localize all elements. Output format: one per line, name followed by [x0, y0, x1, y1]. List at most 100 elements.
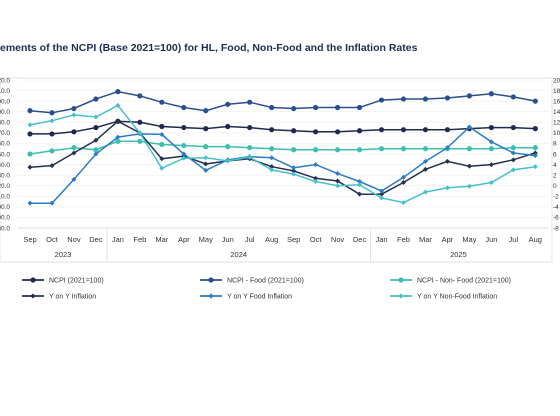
- data-point: [466, 93, 472, 99]
- series-line: [29, 140, 536, 155]
- data-point: [115, 134, 121, 140]
- data-point: [115, 118, 121, 124]
- series-line: [29, 90, 536, 114]
- data-point: [203, 108, 209, 114]
- x-tick-label: Mar: [419, 235, 432, 244]
- data-point: [71, 176, 77, 182]
- data-point: [334, 104, 341, 111]
- legend-label: NCPI - Non- Food (2021=100): [417, 278, 511, 285]
- x-tick-label: Jan: [375, 235, 387, 244]
- data-point: [510, 94, 516, 100]
- y-tick-left: 140.0: [0, 162, 10, 169]
- x-tick-label: Apr: [442, 235, 454, 244]
- x-tick-label: May: [462, 235, 476, 244]
- y-tick-left: 100.0: [0, 204, 10, 211]
- y-tick-left: 190.0: [0, 109, 10, 116]
- data-point: [488, 162, 494, 168]
- series-0: [27, 89, 538, 116]
- x-tick-label: Jan: [112, 235, 124, 244]
- data-point: [313, 104, 319, 111]
- x-tick-label: Aug: [265, 235, 278, 244]
- data-point: [49, 148, 55, 154]
- data-point: [71, 129, 77, 135]
- data-point: [335, 171, 341, 177]
- y-tick-right: 20: [553, 77, 560, 84]
- legend-marker: [398, 277, 404, 283]
- data-point: [27, 200, 33, 206]
- data-point: [357, 178, 363, 184]
- data-point: [400, 96, 407, 102]
- year-label: 2025: [450, 250, 467, 259]
- data-point: [444, 127, 451, 133]
- data-point: [159, 131, 165, 137]
- y-tick-right: 2: [553, 172, 557, 179]
- data-point: [181, 151, 187, 157]
- y-tick-left: 120.0: [0, 183, 10, 190]
- series-4: [27, 124, 538, 206]
- data-point: [291, 171, 297, 177]
- data-point: [247, 124, 253, 131]
- data-point: [379, 195, 385, 201]
- data-point: [532, 98, 538, 104]
- data-point: [356, 128, 363, 134]
- y-tick-right: 4: [553, 162, 557, 169]
- y-tick-right: 8: [553, 141, 557, 148]
- legend-marker: [30, 293, 36, 299]
- legend-label: NCPI (2021=100): [49, 278, 104, 285]
- data-point: [93, 147, 99, 153]
- data-point: [49, 163, 55, 169]
- data-point: [49, 118, 55, 124]
- legend-marker: [30, 277, 36, 283]
- data-point: [247, 99, 253, 105]
- y-tick-left: 180.0: [0, 120, 10, 127]
- data-point: [71, 150, 77, 156]
- data-point: [334, 129, 341, 135]
- data-point: [400, 174, 406, 180]
- data-point: [532, 145, 538, 151]
- legend-marker: [398, 293, 404, 299]
- data-point: [27, 151, 33, 157]
- legend-item: Y on Y Food Inflation: [200, 293, 292, 301]
- data-point: [269, 104, 275, 111]
- data-point: [422, 158, 428, 164]
- data-point: [27, 131, 33, 137]
- y-tick-right: 6: [553, 151, 557, 158]
- plot-frame: [0, 77, 553, 263]
- y-tick-left: 80.0: [0, 225, 10, 232]
- data-point: [356, 147, 363, 153]
- data-point: [444, 145, 450, 151]
- x-tick-label: Jun: [485, 235, 497, 244]
- y-tick-right: 16: [553, 98, 560, 105]
- data-point: [510, 167, 516, 173]
- data-point: [510, 150, 516, 156]
- data-point: [378, 146, 385, 152]
- data-point: [269, 167, 275, 173]
- data-point: [532, 164, 538, 170]
- data-point: [488, 139, 494, 145]
- data-point: [313, 147, 319, 153]
- legend-item: NCPI (2021=100): [22, 277, 104, 285]
- x-tick-label: Mar: [155, 235, 168, 244]
- data-point: [510, 157, 516, 163]
- data-point: [532, 153, 538, 159]
- data-point: [203, 161, 209, 167]
- data-point: [225, 144, 231, 150]
- data-point: [203, 167, 209, 173]
- x-tick-label: Feb: [397, 235, 410, 244]
- data-point: [379, 188, 385, 194]
- data-point: [532, 126, 538, 132]
- data-point: [422, 127, 429, 133]
- data-point: [422, 166, 428, 172]
- data-point: [137, 93, 143, 99]
- data-point: [159, 165, 165, 171]
- data-point: [488, 124, 494, 131]
- data-point: [356, 104, 363, 111]
- legend-label: Y on Y Inflation: [49, 294, 96, 301]
- data-point: [49, 131, 55, 137]
- data-point: [378, 97, 385, 103]
- x-tick-label: Oct: [310, 235, 323, 244]
- data-point: [466, 124, 472, 130]
- x-tick-label: Dec: [89, 235, 103, 244]
- data-point: [203, 126, 209, 132]
- data-point: [335, 183, 341, 189]
